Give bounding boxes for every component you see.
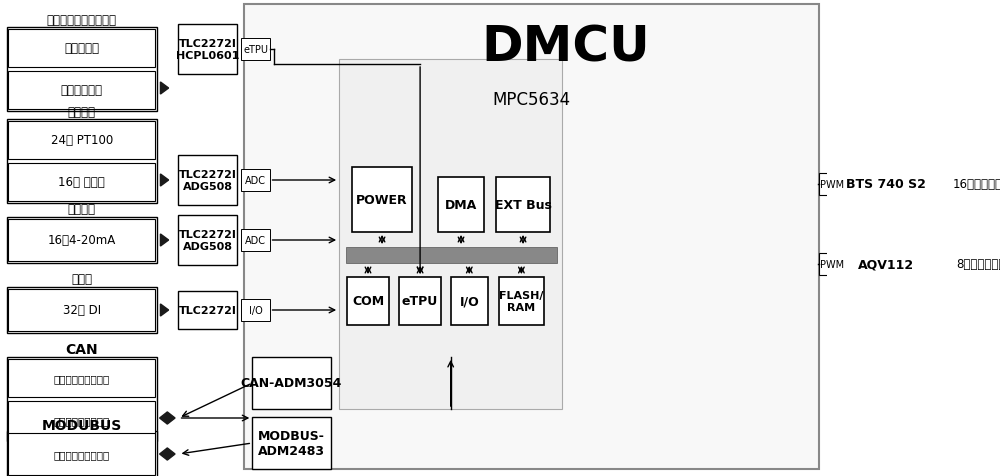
Bar	[352, 168, 412, 232]
Text: MPC5634: MPC5634	[492, 91, 570, 109]
Polygon shape	[160, 175, 169, 187]
Bar	[8, 359, 155, 397]
Bar	[241, 299, 270, 321]
Bar	[438, 178, 484, 232]
Text: PWM: PWM	[820, 179, 844, 189]
Bar	[7, 218, 157, 263]
Text: 上止点脉冲: 上止点脉冲	[64, 42, 99, 55]
Text: eTPU: eTPU	[243, 45, 268, 55]
Text: eTPU: eTPU	[402, 295, 438, 308]
Bar	[8, 433, 155, 475]
Text: FLASH/
RAM: FLASH/ RAM	[499, 290, 544, 312]
Text: POWER: POWER	[356, 194, 408, 207]
Text: 运行与控制参数通讯: 运行与控制参数通讯	[54, 415, 110, 425]
Bar	[849, 244, 922, 286]
Text: DMCU: DMCU	[481, 23, 650, 71]
Text: DMA: DMA	[445, 198, 477, 211]
Text: EXT Bus: EXT Bus	[495, 198, 551, 211]
Bar	[7, 120, 157, 204]
Polygon shape	[160, 83, 169, 95]
Text: TLC2272I: TLC2272I	[179, 306, 237, 315]
Text: COM: COM	[352, 295, 384, 308]
Text: TLC2272I
HCPL0601: TLC2272I HCPL0601	[176, 39, 239, 60]
Bar	[496, 178, 550, 232]
Text: 脉冲信号、正弦或霍尔: 脉冲信号、正弦或霍尔	[47, 13, 117, 27]
Bar	[241, 229, 270, 251]
Polygon shape	[925, 178, 933, 191]
Bar	[7, 431, 157, 476]
Bar	[819, 253, 845, 276]
Polygon shape	[160, 304, 169, 317]
Bar	[347, 278, 389, 325]
Text: I/O: I/O	[459, 295, 479, 308]
Bar	[8, 72, 155, 110]
Text: MODUBUS: MODUBUS	[42, 418, 122, 432]
Polygon shape	[925, 258, 933, 271]
Text: 数字量: 数字量	[71, 273, 92, 286]
Bar	[252, 417, 331, 469]
Text: 压力信号: 压力信号	[68, 203, 96, 216]
Text: 16路4-20mA: 16路4-20mA	[48, 234, 116, 247]
Bar	[244, 5, 819, 469]
Text: 曲轴飞轮脉冲: 曲轴飞轮脉冲	[61, 84, 103, 97]
Bar	[849, 164, 922, 206]
Bar	[938, 244, 1000, 286]
Polygon shape	[160, 235, 169, 247]
Bar	[499, 278, 544, 325]
Polygon shape	[167, 412, 175, 424]
Bar	[241, 169, 270, 192]
Bar	[346, 248, 557, 263]
Bar	[339, 60, 562, 409]
Text: 24路 PT100: 24路 PT100	[51, 134, 113, 147]
Text: BTS 740 S2: BTS 740 S2	[846, 178, 926, 191]
Text: 温度信号: 温度信号	[68, 105, 96, 118]
Bar	[7, 357, 157, 441]
Bar	[819, 174, 845, 196]
Text: 8路数字量输出: 8路数字量输出	[957, 258, 1000, 271]
Polygon shape	[167, 448, 175, 460]
Text: PWM: PWM	[820, 259, 844, 269]
Bar	[178, 216, 237, 266]
Text: 16路电磁阀控制: 16路电磁阀控制	[953, 178, 1000, 191]
Bar	[451, 278, 488, 325]
Bar	[8, 164, 155, 201]
Text: CAN-ADM3054: CAN-ADM3054	[241, 377, 342, 390]
Polygon shape	[160, 448, 167, 460]
Text: 运行参数显示屏显示: 运行参数显示屏显示	[54, 449, 110, 459]
Bar	[8, 289, 155, 331]
Bar	[8, 401, 155, 439]
Text: I/O: I/O	[249, 306, 262, 315]
Text: 32路 DI: 32路 DI	[63, 304, 101, 317]
Bar	[399, 278, 441, 325]
Bar	[8, 122, 155, 159]
Bar	[241, 39, 270, 61]
Polygon shape	[160, 412, 167, 424]
Bar	[178, 156, 237, 206]
Bar	[252, 357, 331, 409]
Text: TLC2272I
ADG508: TLC2272I ADG508	[179, 170, 237, 191]
Bar	[7, 28, 157, 112]
Text: MODBUS-
ADM2483: MODBUS- ADM2483	[258, 429, 325, 457]
Bar	[8, 30, 155, 68]
Text: TLC2272I
ADG508: TLC2272I ADG508	[179, 230, 237, 251]
Text: 废气旁通阀位置反馈: 废气旁通阀位置反馈	[54, 373, 110, 383]
Text: CAN: CAN	[66, 342, 98, 356]
Text: ADC: ADC	[245, 176, 266, 186]
Bar	[938, 164, 1000, 206]
Bar	[178, 291, 237, 329]
Bar	[7, 288, 157, 333]
Text: 16路 热电偶: 16路 热电偶	[58, 176, 105, 189]
Text: AQV112: AQV112	[858, 258, 914, 271]
Bar	[178, 25, 237, 75]
Bar	[8, 219, 155, 261]
Text: ADC: ADC	[245, 236, 266, 246]
